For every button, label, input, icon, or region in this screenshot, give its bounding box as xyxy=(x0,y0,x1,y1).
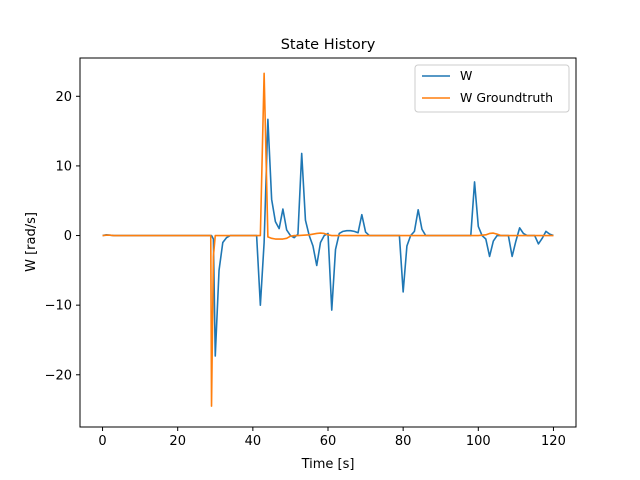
y-tick-label: 0 xyxy=(64,229,72,244)
plot-lines xyxy=(102,72,554,407)
y-tick-label: 20 xyxy=(55,90,72,105)
x-axis-ticks: 0 20 40 60 80 100 120 xyxy=(98,427,566,449)
x-tick-label: 60 xyxy=(320,434,337,449)
y-tick-label: 10 xyxy=(55,159,72,174)
y-axis-label: W [rad/s] xyxy=(24,212,39,272)
x-tick-label: 80 xyxy=(395,434,412,449)
y-tick-label: −10 xyxy=(45,299,72,314)
legend-label-w: W xyxy=(460,68,472,83)
plot-frame xyxy=(79,57,577,428)
x-tick-label: 20 xyxy=(169,434,186,449)
x-tick-label: 120 xyxy=(541,434,566,449)
x-tick-label: 40 xyxy=(245,434,262,449)
legend-label-w-groundtruth: W Groundtruth xyxy=(460,90,553,105)
y-tick-label: −20 xyxy=(45,368,72,383)
y-axis-ticks: −20 −10 0 10 20 xyxy=(45,90,80,383)
x-tick-label: 0 xyxy=(98,434,106,449)
legend: W W Groundtruth xyxy=(414,64,570,113)
chart-title: State History xyxy=(281,37,376,53)
series-line-w-groundtruth xyxy=(102,72,554,407)
legend-box xyxy=(414,64,570,113)
x-tick-label: 100 xyxy=(466,434,491,449)
x-axis-label: Time [s] xyxy=(301,457,355,472)
